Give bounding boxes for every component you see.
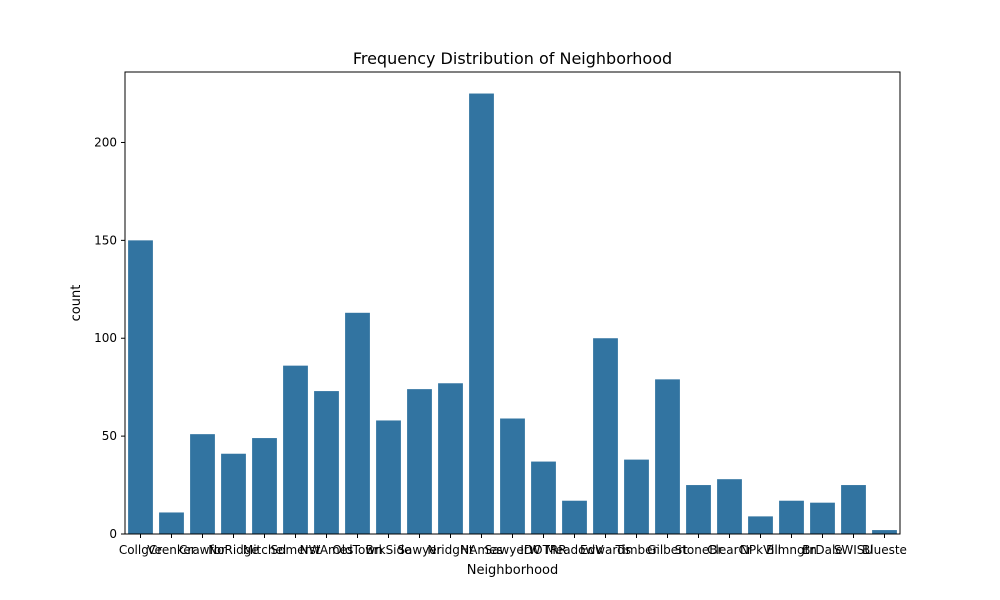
x-tick-label: NPkVill [740,543,781,557]
bar [748,516,773,534]
y-tick-label: 100 [94,331,117,345]
x-axis-label: Neighborhood [467,563,559,578]
x-tick-label: Edwards [580,543,631,557]
bar [624,459,649,534]
bar [221,453,246,534]
x-tick-label: NWAmes [300,543,354,557]
x-tick-label: IDOTRR [520,543,566,557]
x-tick-label: Crawfor [179,543,226,557]
bar [500,418,525,534]
y-tick-label: 50 [102,429,117,443]
x-tick-label: Mitchel [243,543,286,557]
bar [593,338,618,534]
x-tick-label: StoneBr [675,543,723,557]
x-tick-label: BrkSide [365,543,411,557]
x-tick-label: NoRidge [208,543,259,557]
x-tick-label: SWISU [834,543,873,557]
x-tick-label: SawyerW [484,543,540,557]
bar [252,438,277,534]
bar [810,502,835,534]
x-tick-label: BrDale [802,543,842,557]
chart-title: Frequency Distribution of Neighborhood [353,49,672,68]
bar [841,485,866,534]
x-tick-label: Timber [615,543,658,557]
x-tick-label: Veenker [147,543,196,557]
x-tick-label: Somerst [271,543,321,557]
x-tick-label: Gilbert [647,543,688,557]
bar [872,530,897,534]
x-tick-label: NAmes [460,543,503,557]
bar [407,389,432,534]
bars [128,93,897,534]
bar [779,500,804,534]
bar [686,485,711,534]
bar [562,500,587,534]
bar [314,391,339,534]
plot-frame [124,71,901,535]
bar [717,479,742,534]
y-tick-label: 0 [109,527,117,541]
x-tick-label: ClearCr [707,543,752,557]
x-tick-label: OldTown [332,543,382,557]
bar [655,379,680,534]
x-tick-label: Sawyer [397,543,441,557]
bar [438,383,463,534]
x-tick-label: Blueste [862,543,907,557]
bar [531,461,556,534]
x-axis: CollgCrVeenkerCrawforNoRidgeMitchelSomer… [119,534,907,557]
bar [190,434,215,534]
y-tick-label: 200 [94,135,117,149]
y-axis-label: count [69,285,84,322]
bar [128,240,153,534]
y-axis: 0 50 100 150 200 [94,135,125,541]
bar [159,512,184,534]
x-tick-label: CollgCr [119,543,162,557]
x-tick-label: NridgHt [427,543,474,557]
x-tick-label: Blmngtn [766,543,817,557]
bar [345,312,370,534]
bar [469,93,494,534]
bar [376,420,401,534]
bar [283,365,308,534]
x-tick-label: MeadowV [545,543,604,557]
y-tick-label: 150 [94,233,117,247]
